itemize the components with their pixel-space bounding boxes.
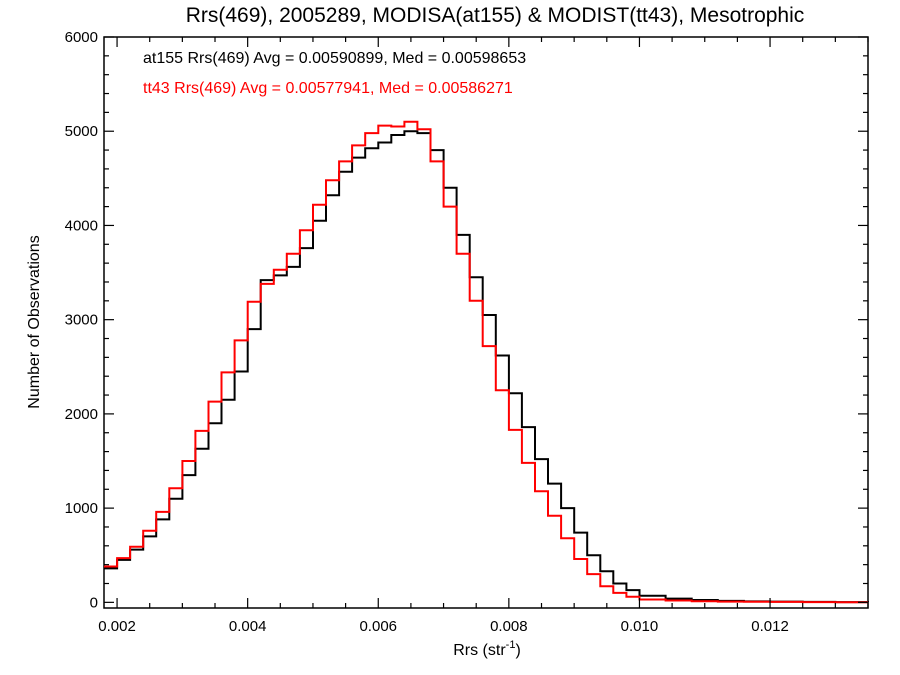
x-axis-label-sup: -1 <box>506 639 516 651</box>
y-tick-label: 4000 <box>65 217 98 234</box>
series-layer <box>104 120 869 604</box>
ticks-layer: 0.002 0.004 0.006 0.008 0.010 0.012 0 1000 2000 3… <box>65 29 869 635</box>
plot-frame <box>103 36 869 609</box>
x-axis-label-close: ) <box>515 642 520 659</box>
y-tick-label: 3000 <box>65 312 98 329</box>
x-tick-label: 0.004 <box>229 618 267 635</box>
y-tick-label: 5000 <box>65 123 98 140</box>
x-axis-label: Rrs (str-1) <box>453 639 521 659</box>
y-tick-label: 1000 <box>65 500 98 517</box>
x-tick-label: 0.010 <box>621 618 659 635</box>
y-tick-label: 6000 <box>65 29 98 46</box>
chart-title: Rrs(469), 2005289, MODISA(at155) & MODIS… <box>186 4 805 27</box>
legend-entry-at155: at155 Rrs(469) Avg = 0.00590899, Med = 0… <box>143 50 526 67</box>
x-axis-label-main: Rrs (str <box>453 642 506 659</box>
x-tick-label: 0.006 <box>359 618 397 635</box>
y-tick-label: 0 <box>90 594 98 611</box>
x-tick-label: 0.012 <box>751 618 789 635</box>
legend-entry-tt43: tt43 Rrs(469) Avg = 0.00577941, Med = 0.… <box>143 80 513 97</box>
series-line-at155 <box>104 130 869 604</box>
x-tick-label: 0.002 <box>98 618 136 635</box>
x-tick-label: 0.008 <box>490 618 528 635</box>
y-axis-label: Number of Observations <box>26 235 43 408</box>
y-tick-label: 2000 <box>65 406 98 423</box>
series-line-tt43 <box>104 120 868 604</box>
plot-area: 0.002 0.004 0.006 0.008 0.010 0.012 0 1000 2000 3… <box>65 29 869 635</box>
legend: at155 Rrs(469) Avg = 0.00590899, Med = 0… <box>143 50 526 97</box>
